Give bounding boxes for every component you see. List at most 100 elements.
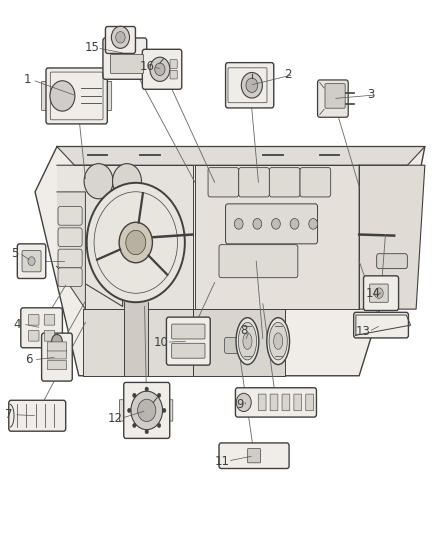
Ellipse shape <box>236 318 259 365</box>
FancyBboxPatch shape <box>58 206 82 225</box>
FancyBboxPatch shape <box>42 333 72 381</box>
Circle shape <box>290 219 299 229</box>
FancyBboxPatch shape <box>282 394 290 411</box>
FancyBboxPatch shape <box>142 50 182 89</box>
FancyBboxPatch shape <box>219 443 289 469</box>
FancyBboxPatch shape <box>325 84 345 108</box>
Polygon shape <box>195 165 359 309</box>
FancyBboxPatch shape <box>58 249 82 268</box>
Ellipse shape <box>269 322 287 360</box>
FancyBboxPatch shape <box>172 324 205 339</box>
Text: 10: 10 <box>154 336 169 349</box>
FancyBboxPatch shape <box>170 70 177 79</box>
Circle shape <box>87 183 185 302</box>
FancyBboxPatch shape <box>106 27 135 53</box>
Circle shape <box>241 72 262 98</box>
Circle shape <box>84 164 113 199</box>
Circle shape <box>234 219 243 229</box>
FancyBboxPatch shape <box>239 167 269 197</box>
FancyBboxPatch shape <box>47 342 67 351</box>
FancyBboxPatch shape <box>300 167 331 197</box>
FancyBboxPatch shape <box>124 383 170 438</box>
FancyBboxPatch shape <box>58 268 82 287</box>
FancyBboxPatch shape <box>170 60 177 68</box>
Text: 6: 6 <box>25 353 32 366</box>
FancyBboxPatch shape <box>47 350 67 359</box>
Circle shape <box>246 78 258 93</box>
Text: 9: 9 <box>236 398 244 410</box>
Text: 5: 5 <box>11 247 18 260</box>
FancyBboxPatch shape <box>236 388 316 417</box>
Circle shape <box>145 430 148 434</box>
Circle shape <box>162 408 166 413</box>
Text: 7: 7 <box>5 408 13 421</box>
Polygon shape <box>35 147 425 376</box>
Text: 14: 14 <box>366 287 381 300</box>
FancyBboxPatch shape <box>28 330 39 341</box>
FancyBboxPatch shape <box>44 330 55 341</box>
FancyBboxPatch shape <box>294 394 302 411</box>
Text: 4: 4 <box>14 318 21 330</box>
FancyBboxPatch shape <box>318 80 348 117</box>
Circle shape <box>145 387 148 391</box>
Ellipse shape <box>267 318 290 365</box>
Polygon shape <box>193 309 285 376</box>
FancyBboxPatch shape <box>106 82 112 110</box>
Circle shape <box>150 57 170 82</box>
Polygon shape <box>83 165 193 309</box>
Polygon shape <box>124 302 148 376</box>
FancyBboxPatch shape <box>172 343 205 358</box>
Circle shape <box>133 423 136 427</box>
FancyBboxPatch shape <box>354 312 408 338</box>
Circle shape <box>119 222 152 263</box>
Polygon shape <box>57 192 85 309</box>
FancyBboxPatch shape <box>166 400 173 421</box>
Polygon shape <box>57 147 425 165</box>
Ellipse shape <box>274 333 283 349</box>
FancyBboxPatch shape <box>9 400 66 431</box>
Text: 8: 8 <box>240 324 247 337</box>
FancyBboxPatch shape <box>18 244 46 278</box>
Polygon shape <box>359 165 425 309</box>
Text: 13: 13 <box>356 325 371 338</box>
Circle shape <box>374 288 383 298</box>
Ellipse shape <box>243 333 252 349</box>
FancyBboxPatch shape <box>42 82 48 110</box>
Circle shape <box>253 219 261 229</box>
Text: 12: 12 <box>108 412 123 425</box>
Circle shape <box>131 391 162 430</box>
Circle shape <box>155 63 165 76</box>
Circle shape <box>126 230 146 255</box>
Circle shape <box>138 399 156 422</box>
FancyBboxPatch shape <box>226 63 274 108</box>
Ellipse shape <box>238 322 257 360</box>
FancyBboxPatch shape <box>377 254 407 269</box>
FancyBboxPatch shape <box>46 68 107 124</box>
Circle shape <box>309 219 318 229</box>
FancyBboxPatch shape <box>270 394 278 411</box>
Circle shape <box>157 393 161 398</box>
FancyBboxPatch shape <box>21 308 63 348</box>
FancyBboxPatch shape <box>370 284 388 302</box>
FancyBboxPatch shape <box>110 54 144 74</box>
Circle shape <box>111 26 130 49</box>
FancyBboxPatch shape <box>208 167 239 197</box>
FancyBboxPatch shape <box>22 251 41 272</box>
FancyBboxPatch shape <box>119 400 125 421</box>
FancyBboxPatch shape <box>103 38 147 79</box>
FancyBboxPatch shape <box>225 337 253 353</box>
FancyBboxPatch shape <box>258 394 266 411</box>
FancyBboxPatch shape <box>219 245 298 278</box>
FancyBboxPatch shape <box>47 360 67 370</box>
FancyBboxPatch shape <box>269 167 300 197</box>
FancyBboxPatch shape <box>166 317 210 365</box>
Circle shape <box>272 219 280 229</box>
Circle shape <box>236 393 251 411</box>
Circle shape <box>116 31 125 43</box>
Text: 1: 1 <box>23 74 31 86</box>
Circle shape <box>52 335 62 348</box>
Text: 16: 16 <box>140 60 155 73</box>
Text: 3: 3 <box>367 88 374 101</box>
FancyBboxPatch shape <box>306 394 314 411</box>
FancyBboxPatch shape <box>28 314 39 325</box>
